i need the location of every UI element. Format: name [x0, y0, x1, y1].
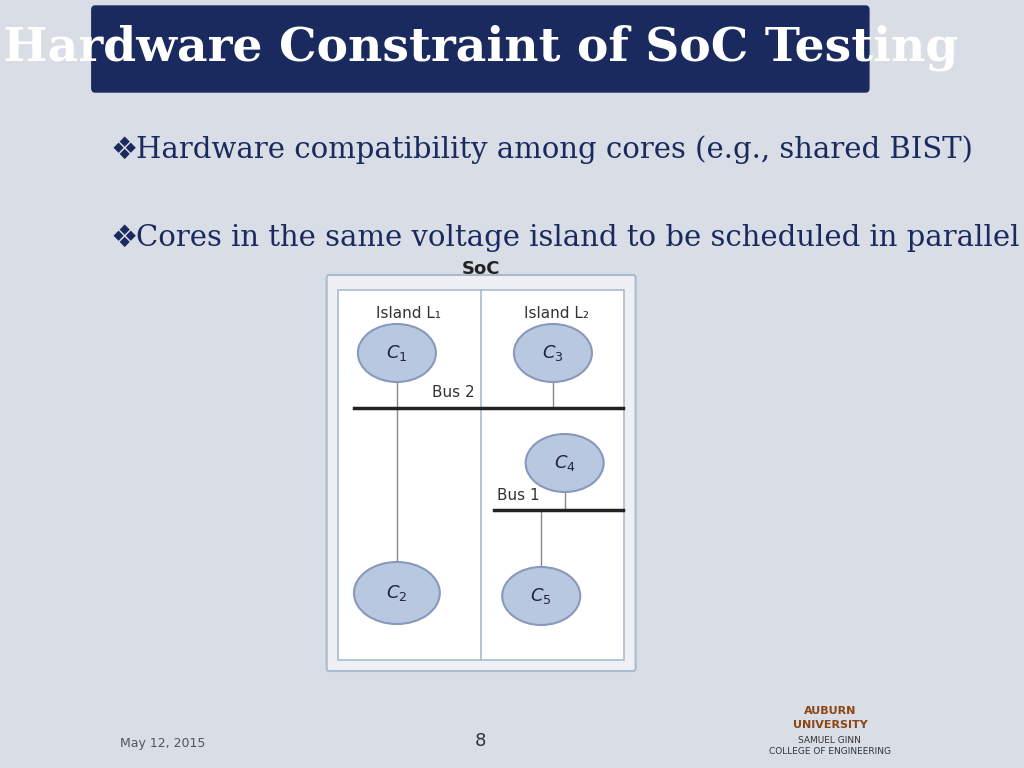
Text: SAMUEL GINN
COLLEGE OF ENGINEERING: SAMUEL GINN COLLEGE OF ENGINEERING [769, 736, 891, 756]
Text: May 12, 2015: May 12, 2015 [120, 737, 205, 750]
Text: ❖: ❖ [111, 223, 138, 253]
Text: ❖: ❖ [111, 135, 138, 164]
Ellipse shape [525, 434, 603, 492]
Ellipse shape [502, 567, 581, 625]
Ellipse shape [357, 324, 436, 382]
FancyBboxPatch shape [338, 290, 624, 660]
Text: SoC: SoC [462, 260, 501, 278]
Text: $C_4$: $C_4$ [554, 453, 575, 473]
Text: 8: 8 [475, 732, 486, 750]
Text: Bus 2: Bus 2 [432, 385, 474, 400]
FancyBboxPatch shape [327, 275, 636, 671]
Ellipse shape [514, 324, 592, 382]
Text: Island L₂: Island L₂ [524, 306, 590, 321]
Text: Island L₁: Island L₁ [376, 306, 441, 321]
Text: Bus 1: Bus 1 [497, 488, 540, 503]
Text: Hardware Constraint of SoC Testing: Hardware Constraint of SoC Testing [3, 25, 958, 71]
Text: $C_5$: $C_5$ [530, 586, 552, 606]
Text: Cores in the same voltage island to be scheduled in parallel: Cores in the same voltage island to be s… [135, 224, 1019, 252]
Ellipse shape [354, 562, 439, 624]
FancyBboxPatch shape [92, 6, 869, 92]
Text: Hardware compatibility among cores (e.g., shared BIST): Hardware compatibility among cores (e.g.… [135, 136, 973, 164]
Text: AUBURN
UNIVERSITY: AUBURN UNIVERSITY [793, 707, 867, 730]
Text: $C_3$: $C_3$ [542, 343, 563, 363]
Text: $C_2$: $C_2$ [386, 583, 408, 603]
Text: $C_1$: $C_1$ [386, 343, 408, 363]
